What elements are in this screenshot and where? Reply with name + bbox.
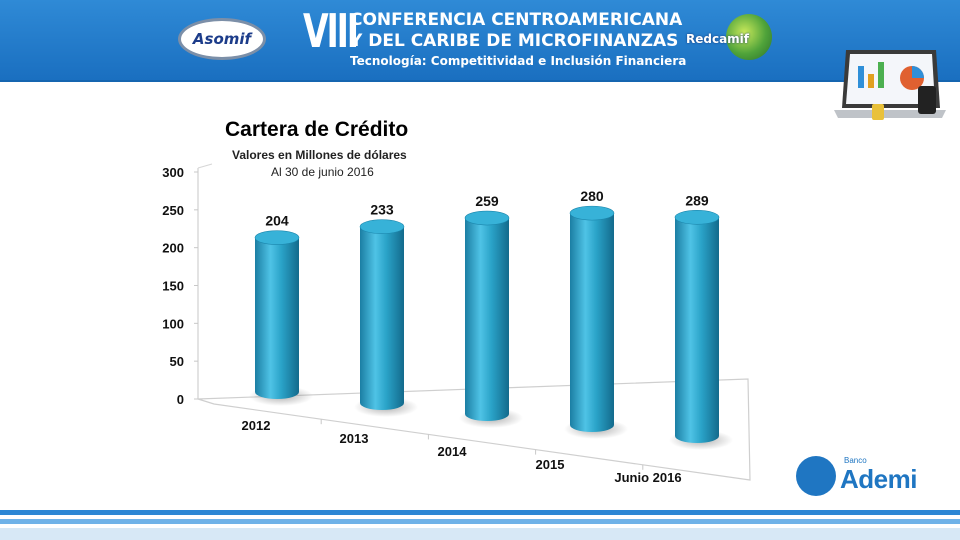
header-divider [0,80,960,82]
footer-band-1 [0,510,960,515]
chart-subtitle: Valores en Millones de dólares [232,148,407,162]
y-tick-label: 300 [162,165,184,180]
bar-top [569,205,615,221]
chart-date-note: Al 30 de junio 2016 [271,165,374,179]
bar [255,237,299,399]
laptop-chart-illustration [834,50,946,120]
ademi-logo-text: Ademi [840,464,917,494]
data-label: 233 [370,202,394,218]
footer-band-2 [0,519,960,524]
y-tick-label: 0 [177,392,184,407]
ademi-mark-icon [796,456,836,496]
bar [570,213,614,432]
chart-floor [197,378,751,481]
conference-title-line2: Y DEL CARIBE DE MICROFINANZAS [350,31,679,51]
y-tick-label: 100 [162,316,184,331]
conference-tagline: Tecnología: Competitividad e Inclusión F… [350,54,687,68]
globe-icon [726,14,772,60]
conference-title-line1: CONFERENCIA CENTROAMERICANA [350,10,683,30]
chart-title: Cartera de Crédito [225,118,409,141]
data-label: 259 [475,193,499,209]
y-tick-label: 200 [162,241,184,256]
ademi-logo: Banco Ademi [796,454,926,504]
redcamif-logo-text: Redcamif [686,32,750,46]
data-label: 289 [685,192,709,208]
y-tick-label: 50 [170,354,184,369]
ademi-logo-banco: Banco [844,456,867,465]
bar-top [674,210,720,225]
back-wall-top [197,163,213,169]
y-tick-label: 150 [162,279,184,294]
redcamif-logo: Redcamif [682,14,786,66]
conference-number: VIII [303,4,359,58]
bar-top [464,210,510,226]
footer-band-3 [0,528,960,540]
x-tick-label: 2015 [536,457,565,472]
bar [465,218,509,421]
bar-top [359,219,405,234]
asomif-logo: Asomif [178,18,266,60]
x-tick-label: Junio 2016 [614,470,681,485]
bar-top [254,230,300,245]
data-label: 204 [265,213,289,229]
header-band [0,0,960,80]
x-tick-label: 2012 [242,418,271,433]
data-label: 280 [580,188,604,204]
x-tick-label: 2013 [340,431,369,446]
bar [360,226,404,410]
y-tick-label: 250 [162,203,184,218]
asomif-logo-text: Asomif [192,30,252,48]
x-tick-label: 2014 [438,444,468,459]
bar [675,217,719,443]
